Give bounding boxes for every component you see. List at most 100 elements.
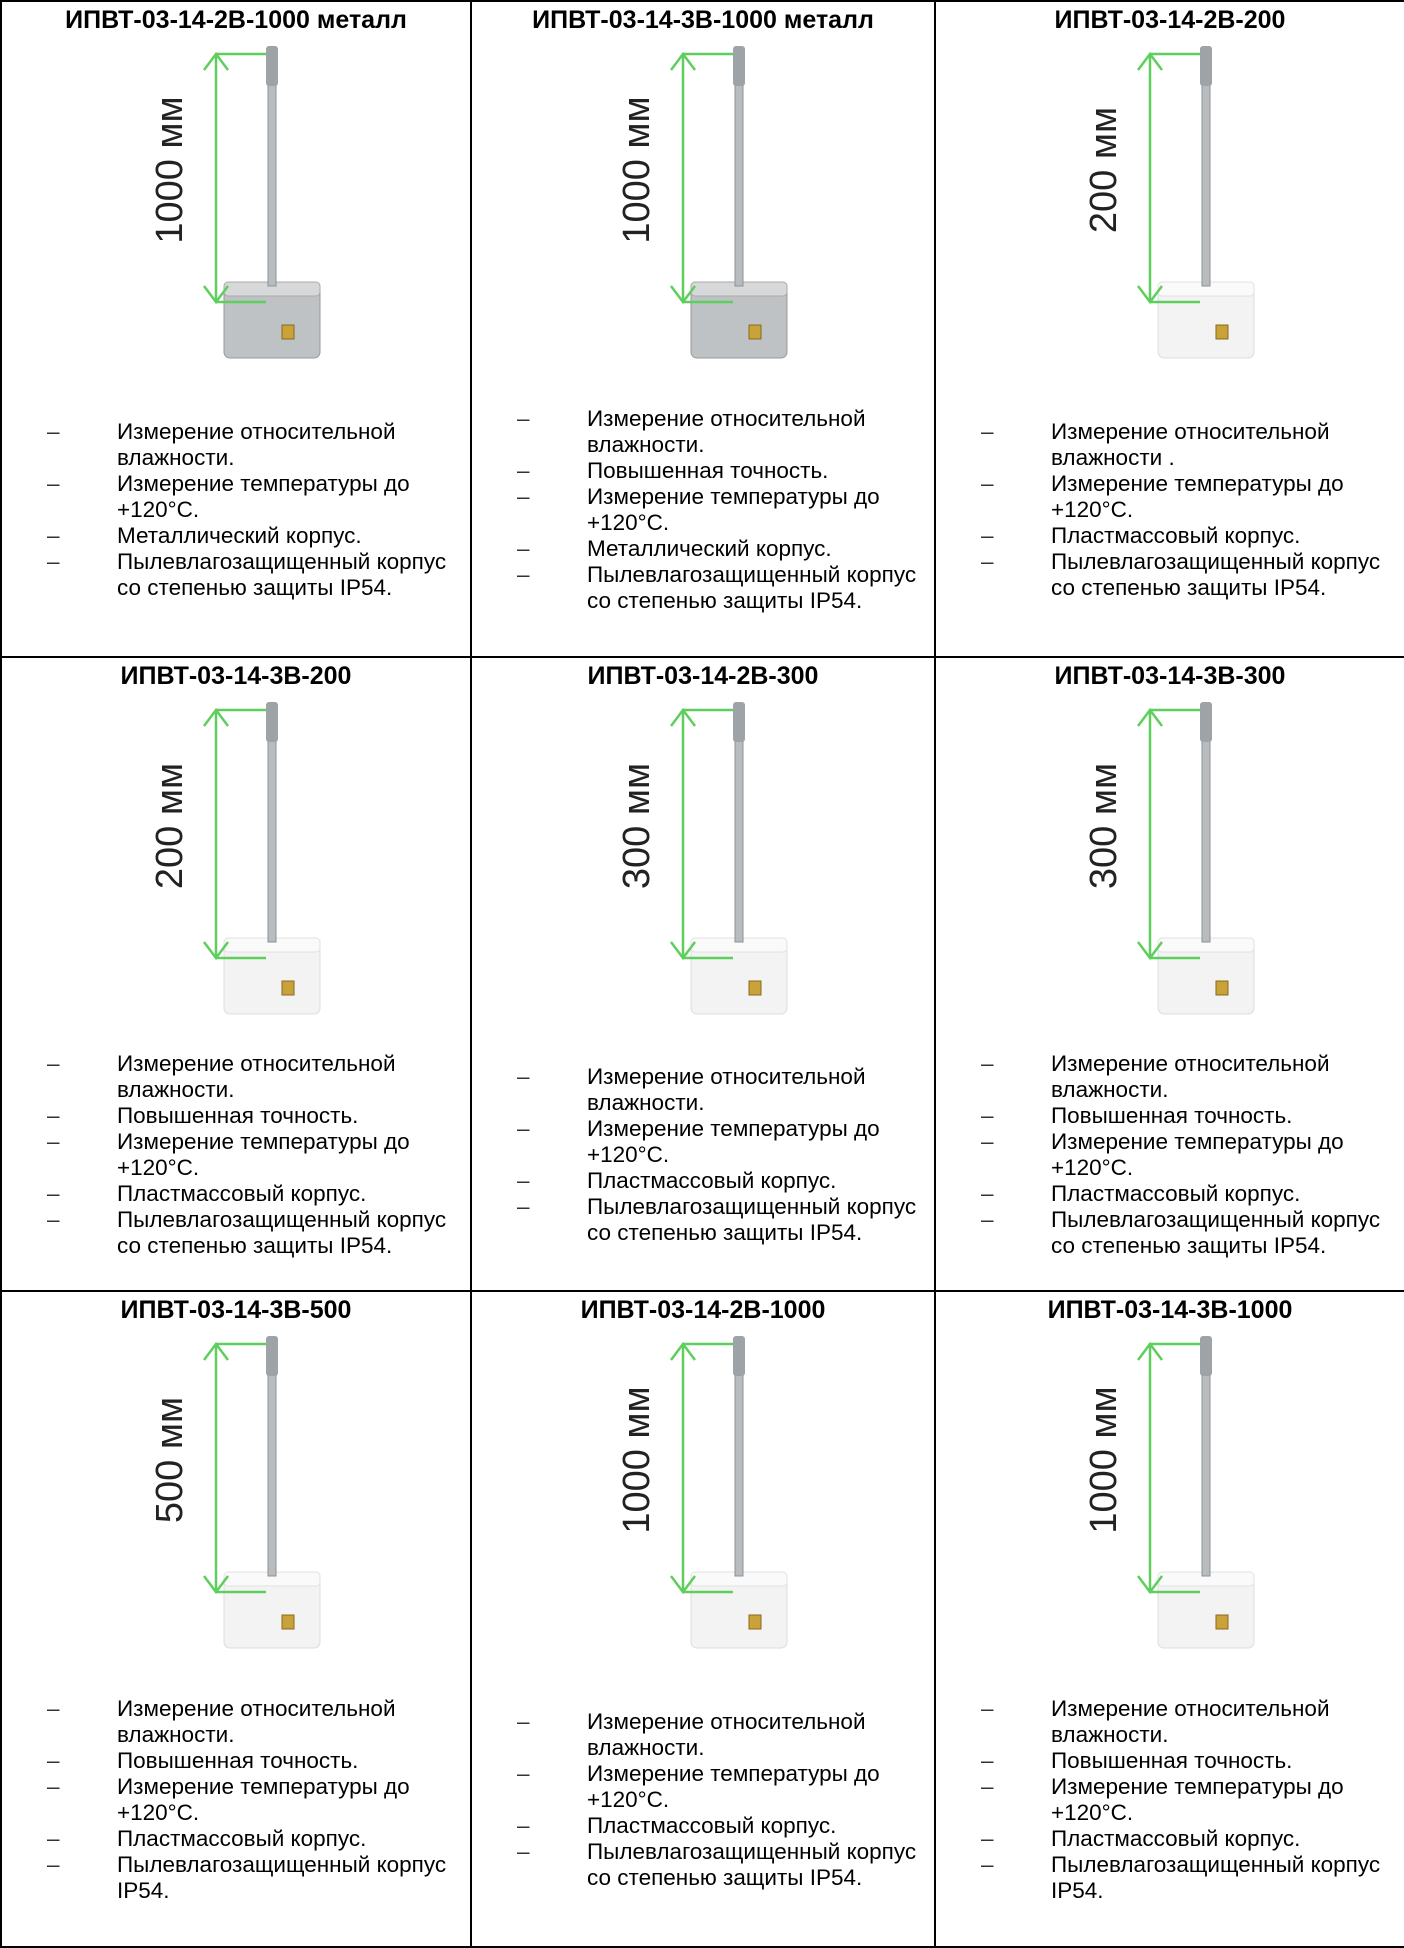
probe-tip	[266, 1336, 278, 1376]
product-cell: ИПВТ-03-14-2В-1000 металл 1000 мм Измерени…	[2, 2, 472, 658]
feature-item: Пылевлагозащищенный корпус IP54.	[47, 1852, 456, 1904]
feature-list-wrap: Измерение относительной влажности.Повыше…	[472, 370, 934, 656]
feature-list-wrap: Измерение относительной влажности.Повыше…	[936, 1026, 1404, 1290]
feature-list: Измерение относительной влажности .Измер…	[936, 419, 1404, 601]
connector	[281, 980, 295, 996]
feature-item: Повышенная точность.	[517, 458, 920, 484]
connector	[1215, 1614, 1229, 1630]
housing	[223, 287, 321, 359]
feature-item: Пластмассовый корпус.	[517, 1813, 920, 1839]
dimension-label: 1000 мм	[616, 96, 658, 243]
feature-item: Пылевлагозащищенный корпус со степенью з…	[517, 562, 920, 614]
arrow-head	[203, 941, 229, 961]
arrow-head	[670, 1575, 696, 1595]
product-title: ИПВТ-03-14-2В-200	[1054, 6, 1286, 34]
arrow-head	[203, 1575, 229, 1595]
feature-item: Измерение относительной влажности.	[47, 1051, 456, 1103]
connector	[281, 1614, 295, 1630]
housing	[223, 1577, 321, 1649]
feature-item: Измерение относительной влажности.	[517, 1064, 920, 1116]
arrow-head	[1137, 1341, 1163, 1361]
feature-item: Пылевлагозащищенный корпус IP54.	[981, 1852, 1390, 1904]
product-image: 200 мм	[149, 702, 321, 1015]
feature-list-wrap: Измерение относительной влажности .Измер…	[936, 370, 1404, 656]
feature-item: Измерение относительной влажности.	[981, 1051, 1390, 1103]
dimension-label: 200 мм	[149, 763, 191, 889]
product-image: 500 мм	[149, 1336, 321, 1649]
feature-item: Измерение температуры до +120°C.	[47, 471, 456, 523]
arrow-head	[1137, 285, 1163, 305]
feature-list-wrap: Измерение относительной влажности.Повыше…	[2, 1660, 470, 1946]
product-title: ИПВТ-03-14-3В-1000	[1047, 1296, 1293, 1324]
feature-item: Повышенная точность.	[47, 1748, 456, 1774]
feature-item: Измерение температуры до +120°C.	[517, 484, 920, 536]
feature-item: Пластмассовый корпус.	[981, 1181, 1390, 1207]
product-image: 300 мм	[616, 702, 788, 1015]
feature-list: Измерение относительной влажности.Повыше…	[472, 406, 934, 614]
feature-item: Пластмассовый корпус.	[981, 523, 1390, 549]
housing	[1157, 287, 1255, 359]
housing	[690, 1577, 788, 1649]
feature-list: Измерение относительной влажности.Повыше…	[936, 1051, 1404, 1259]
probe-tip	[1200, 702, 1212, 742]
probe-tip	[733, 702, 745, 742]
feature-item: Измерение температуры до +120°C.	[47, 1774, 456, 1826]
dimension-label: 500 мм	[149, 1397, 191, 1523]
feature-item: Пластмассовый корпус.	[47, 1826, 456, 1852]
dimension-label: 1000 мм	[149, 96, 191, 243]
product-cell: ИПВТ-03-14-3В-1000 металл 1000 мм Измерени…	[472, 2, 936, 658]
feature-item: Измерение температуры до +120°C.	[981, 471, 1390, 523]
feature-item: Пластмассовый корпус.	[517, 1168, 920, 1194]
arrow-head	[203, 285, 229, 305]
arrow-head	[203, 1341, 229, 1361]
product-title: ИПВТ-03-14-2В-300	[587, 662, 819, 690]
housing	[1157, 943, 1255, 1015]
feature-item: Пластмассовый корпус.	[47, 1181, 456, 1207]
feature-list: Измерение относительной влажности.Повыше…	[2, 1696, 470, 1904]
feature-item: Металлический корпус.	[517, 536, 920, 562]
dimension-label: 200 мм	[1083, 107, 1125, 233]
probe-tip	[1200, 46, 1212, 86]
product-title: ИПВТ-03-14-3В-1000 металл	[532, 6, 874, 34]
feature-item: Пылевлагозащищенный корпус со степенью з…	[981, 1207, 1390, 1259]
connector	[281, 324, 295, 340]
product-title: ИПВТ-03-14-2В-1000 металл	[65, 6, 407, 34]
product-cell: ИПВТ-03-14-2В-300 300 мм Измерение относит…	[472, 658, 936, 1292]
feature-item: Измерение относительной влажности.	[517, 406, 920, 458]
feature-list-wrap: Измерение относительной влажности.Повыше…	[936, 1660, 1404, 1946]
feature-list-wrap: Измерение относительной влажности.Измере…	[2, 370, 470, 656]
feature-item: Измерение температуры до +120°C.	[517, 1761, 920, 1813]
product-title: ИПВТ-03-14-3В-200	[120, 662, 352, 690]
feature-list: Измерение относительной влажности.Повыше…	[936, 1696, 1404, 1904]
product-cell: ИПВТ-03-14-3В-1000 1000 мм Измерение относ…	[936, 1292, 1404, 1948]
connector	[748, 980, 762, 996]
product-cell: ИПВТ-03-14-3В-500 500 мм Измерение относит…	[2, 1292, 472, 1948]
feature-item: Измерение относительной влажности.	[47, 419, 456, 471]
connector	[748, 324, 762, 340]
feature-item: Металлический корпус.	[47, 523, 456, 549]
feature-list-wrap: Измерение относительной влажности.Измере…	[472, 1660, 934, 1946]
product-title: ИПВТ-03-14-3В-500	[120, 1296, 352, 1324]
dimension-label: 300 мм	[1083, 763, 1125, 889]
feature-list: Измерение относительной влажности.Повыше…	[2, 1051, 470, 1259]
product-cell: ИПВТ-03-14-3В-300 300 мм Измерение относит…	[936, 658, 1404, 1292]
connector	[1215, 980, 1229, 996]
housing	[690, 943, 788, 1015]
feature-item: Измерение температуры до +120°C.	[47, 1129, 456, 1181]
feature-item: Измерение относительной влажности.	[981, 1696, 1390, 1748]
arrow-head	[1137, 941, 1163, 961]
housing	[690, 287, 788, 359]
feature-item: Измерение температуры до +120°C.	[981, 1129, 1390, 1181]
arrow-head	[670, 51, 696, 71]
product-title: ИПВТ-03-14-2В-1000	[580, 1296, 826, 1324]
product-image: 1000 мм	[1083, 1336, 1255, 1649]
probe-tip	[266, 702, 278, 742]
product-image: 1000 мм	[616, 46, 788, 359]
arrow-head	[670, 707, 696, 727]
product-cell: ИПВТ-03-14-2В-200 200 мм Измерение относит…	[936, 2, 1404, 658]
feature-item: Пылевлагозащищенный корпус со степенью з…	[47, 549, 456, 601]
product-cell: ИПВТ-03-14-3В-200 200 мм Измерение относит…	[2, 658, 472, 1292]
product-title: ИПВТ-03-14-3В-300	[1054, 662, 1286, 690]
